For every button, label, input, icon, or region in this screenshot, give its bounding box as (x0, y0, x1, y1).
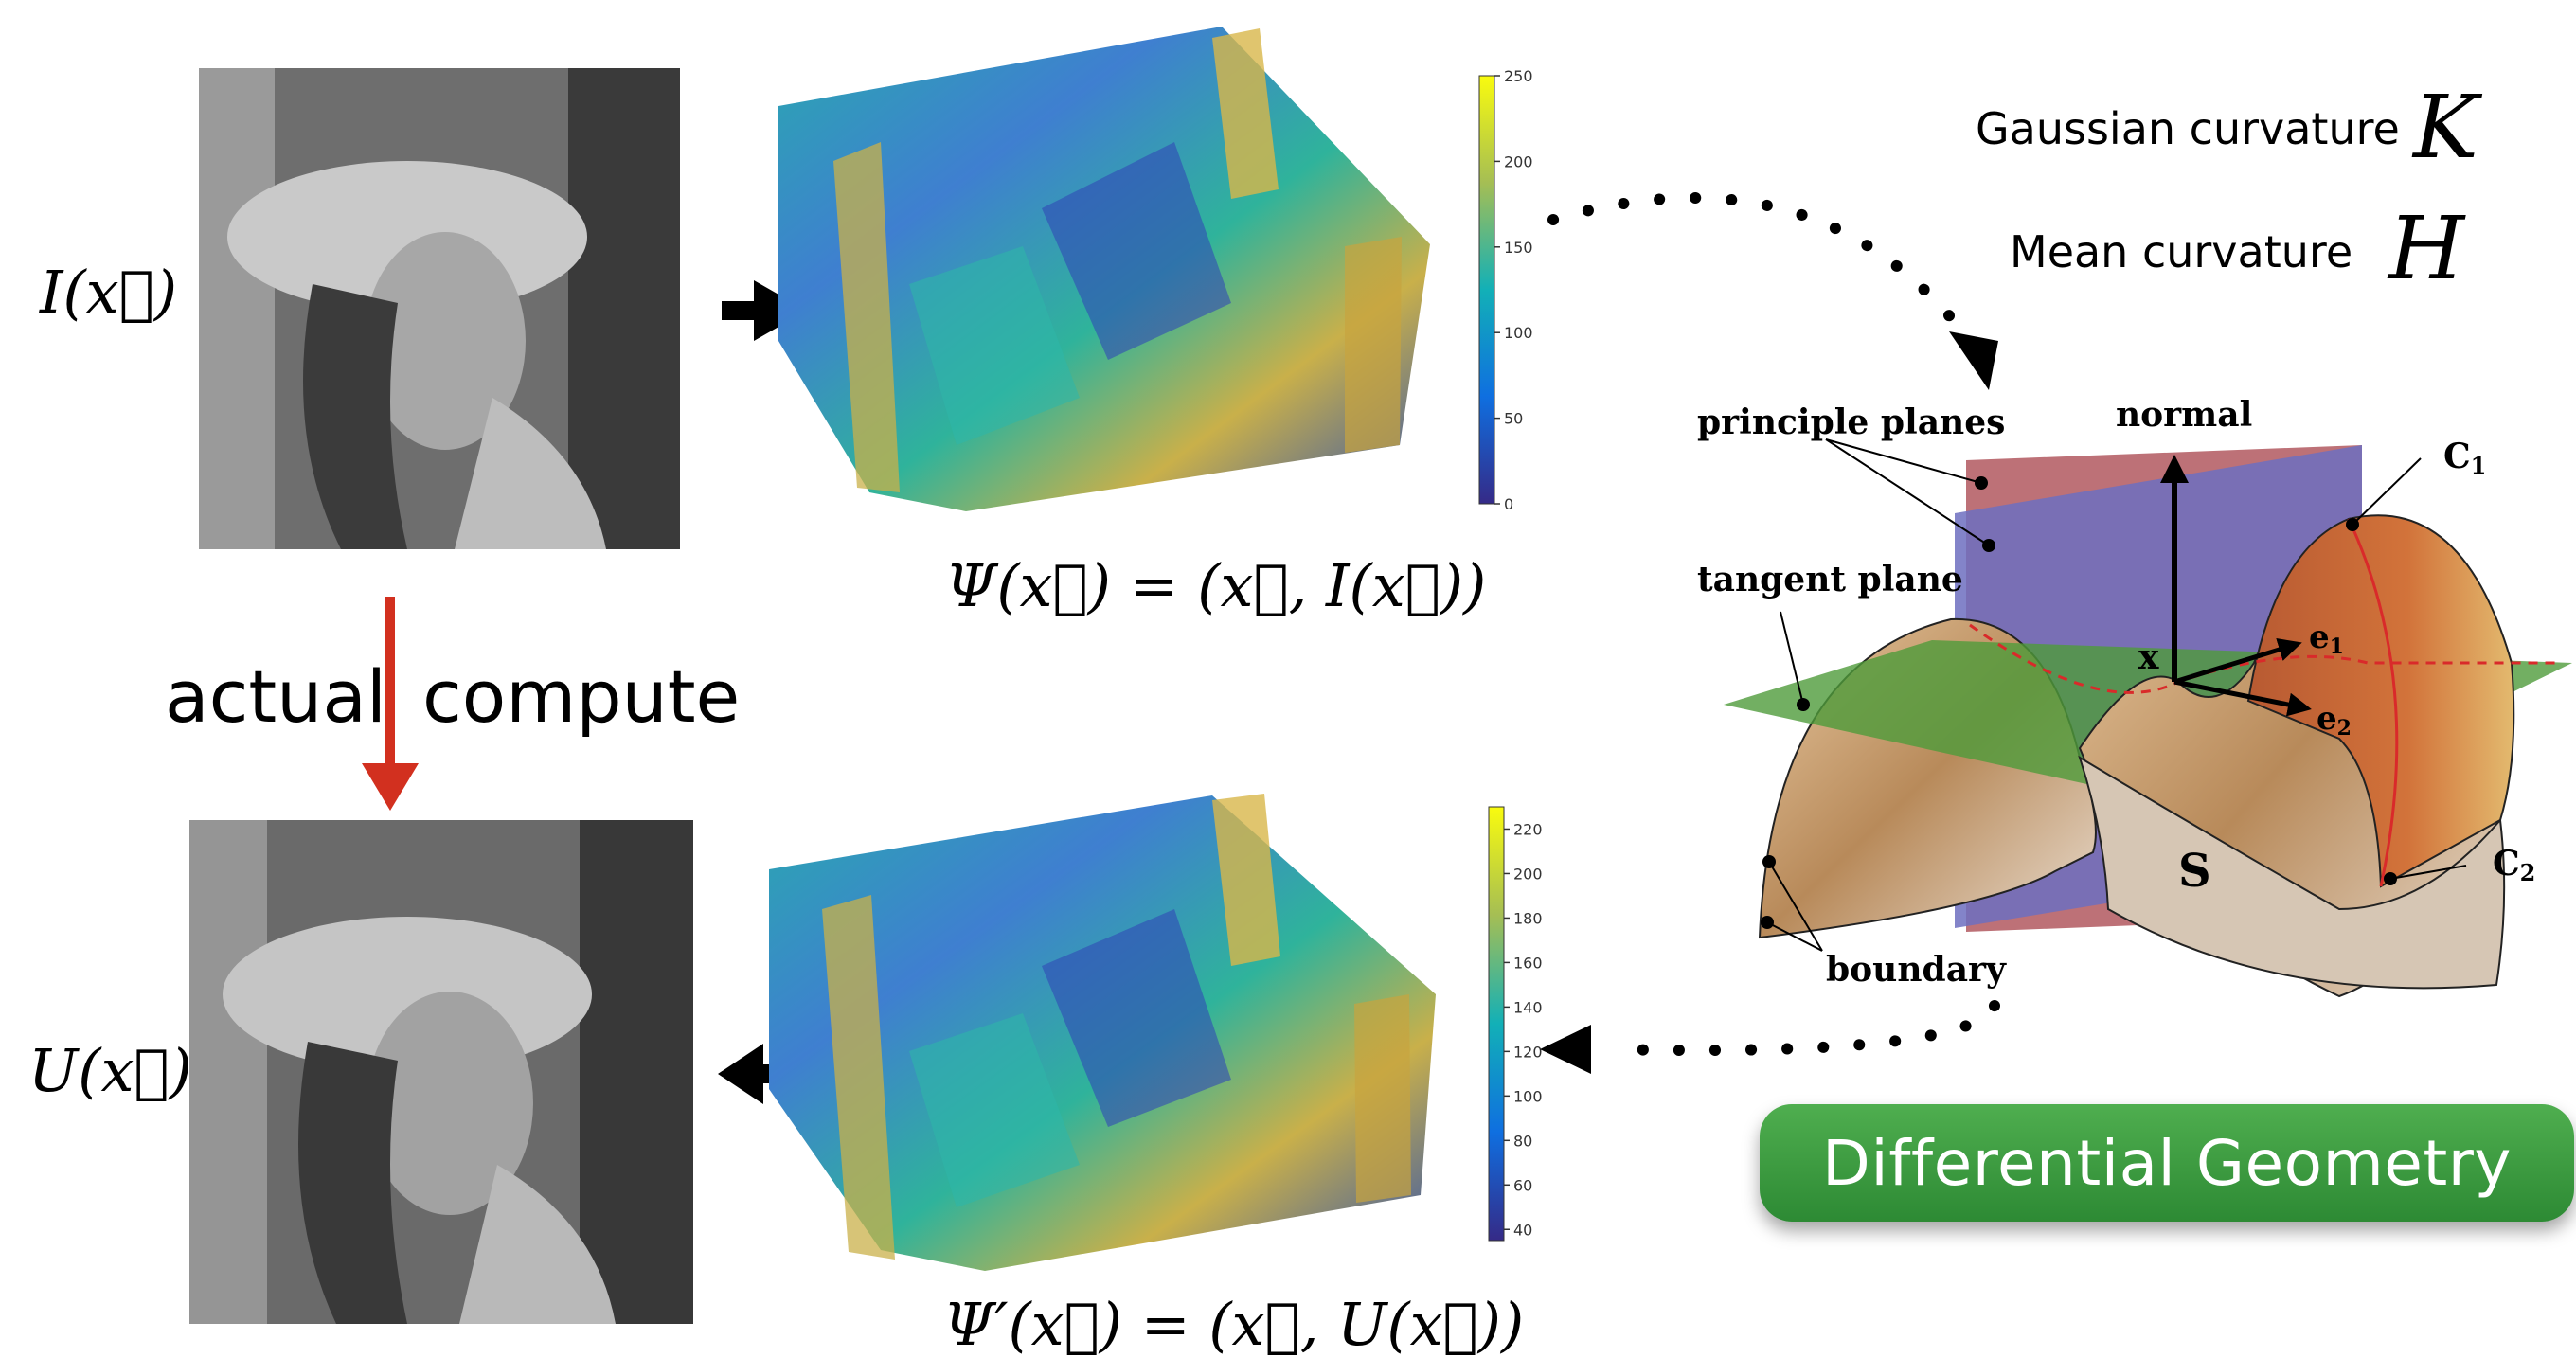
colorbar-tick-label: 180 (1513, 909, 1543, 927)
colorbar-tick-label: 50 (1504, 410, 1523, 428)
colorbar-tick-label: 100 (1513, 1087, 1543, 1105)
mean-curvature-symbol: H (2387, 198, 2466, 299)
dotted-arrow-bottom (1604, 1000, 2000, 1057)
e2-vector (2174, 679, 2312, 717)
colorbar-tick-label: 0 (1504, 495, 1513, 513)
front-surface (2078, 755, 2506, 990)
gaussian-curvature-label: Gaussian curvature (1976, 103, 2400, 154)
gaussian-curvature-symbol: K (2411, 77, 2483, 178)
colorbar-tick-label: 220 (1513, 820, 1543, 838)
tangent-plane-label: tangent plane (1697, 560, 1963, 599)
c2-label: C2 (2493, 844, 2535, 886)
dotted-arrow-top (1547, 192, 1976, 347)
colorbar-bottom: 220 200 180 160 140 120 100 80 60 40 (1488, 806, 1543, 1242)
normal-label: normal (2116, 395, 2252, 435)
red-down-arrow-icon (362, 597, 419, 811)
colorbar-tick-label: 100 (1504, 324, 1533, 342)
output-image-label: U(x⃗) (28, 1036, 192, 1105)
mean-curvature-label: Mean curvature (2010, 226, 2352, 277)
e1-vector (2174, 637, 2302, 685)
input-image-label: I(x⃗) (39, 258, 177, 327)
surface-diagram (1724, 438, 2572, 998)
psi-formula: Ψ(x⃗) = (x⃗, I(x⃗)) (945, 551, 1486, 620)
colorbar-tick-label: 150 (1504, 239, 1533, 257)
e2-label: e2 (2317, 700, 2352, 741)
e1-label: e1 (2309, 618, 2344, 659)
input-image (199, 68, 680, 549)
principle-planes-label: principle planes (1697, 402, 2005, 442)
actual-label: actual (165, 654, 386, 739)
colorbar-tick-label: 160 (1513, 954, 1543, 972)
intensity-surface-top (778, 27, 1430, 511)
point-x-label: x (2138, 637, 2159, 677)
c1-label: C1 (2443, 437, 2486, 479)
output-image (189, 820, 693, 1324)
colorbar-tick-label: 60 (1513, 1176, 1532, 1194)
colorbar-tick-label: 140 (1513, 998, 1543, 1016)
colorbar-tick-label: 120 (1513, 1043, 1543, 1061)
colorbar-tick-label: 250 (1504, 67, 1533, 85)
psi-prime-formula: Ψ′(x⃗) = (x⃗, U(x⃗)) (943, 1290, 1524, 1358)
colorbar-tick-label: 80 (1513, 1132, 1532, 1150)
right-dome (2246, 514, 2515, 888)
intensity-surface-bottom (769, 794, 1436, 1271)
colorbar-top: 250 200 150 100 50 0 (1478, 67, 1533, 513)
boundary-label: boundary (1826, 950, 2007, 990)
colorbar-tick-label: 40 (1513, 1221, 1532, 1239)
surface-s-label: S (2178, 845, 2211, 898)
differential-geometry-badge: Differential Geometry (1760, 1104, 2574, 1222)
dotted-arrow-bottom-head-icon (1540, 1025, 1591, 1074)
dotted-arrow-top-head-icon (1949, 331, 1998, 390)
colorbar-tick-label: 200 (1504, 152, 1533, 170)
colorbar-tick-label: 200 (1513, 865, 1543, 883)
compute-label: compute (422, 654, 740, 739)
